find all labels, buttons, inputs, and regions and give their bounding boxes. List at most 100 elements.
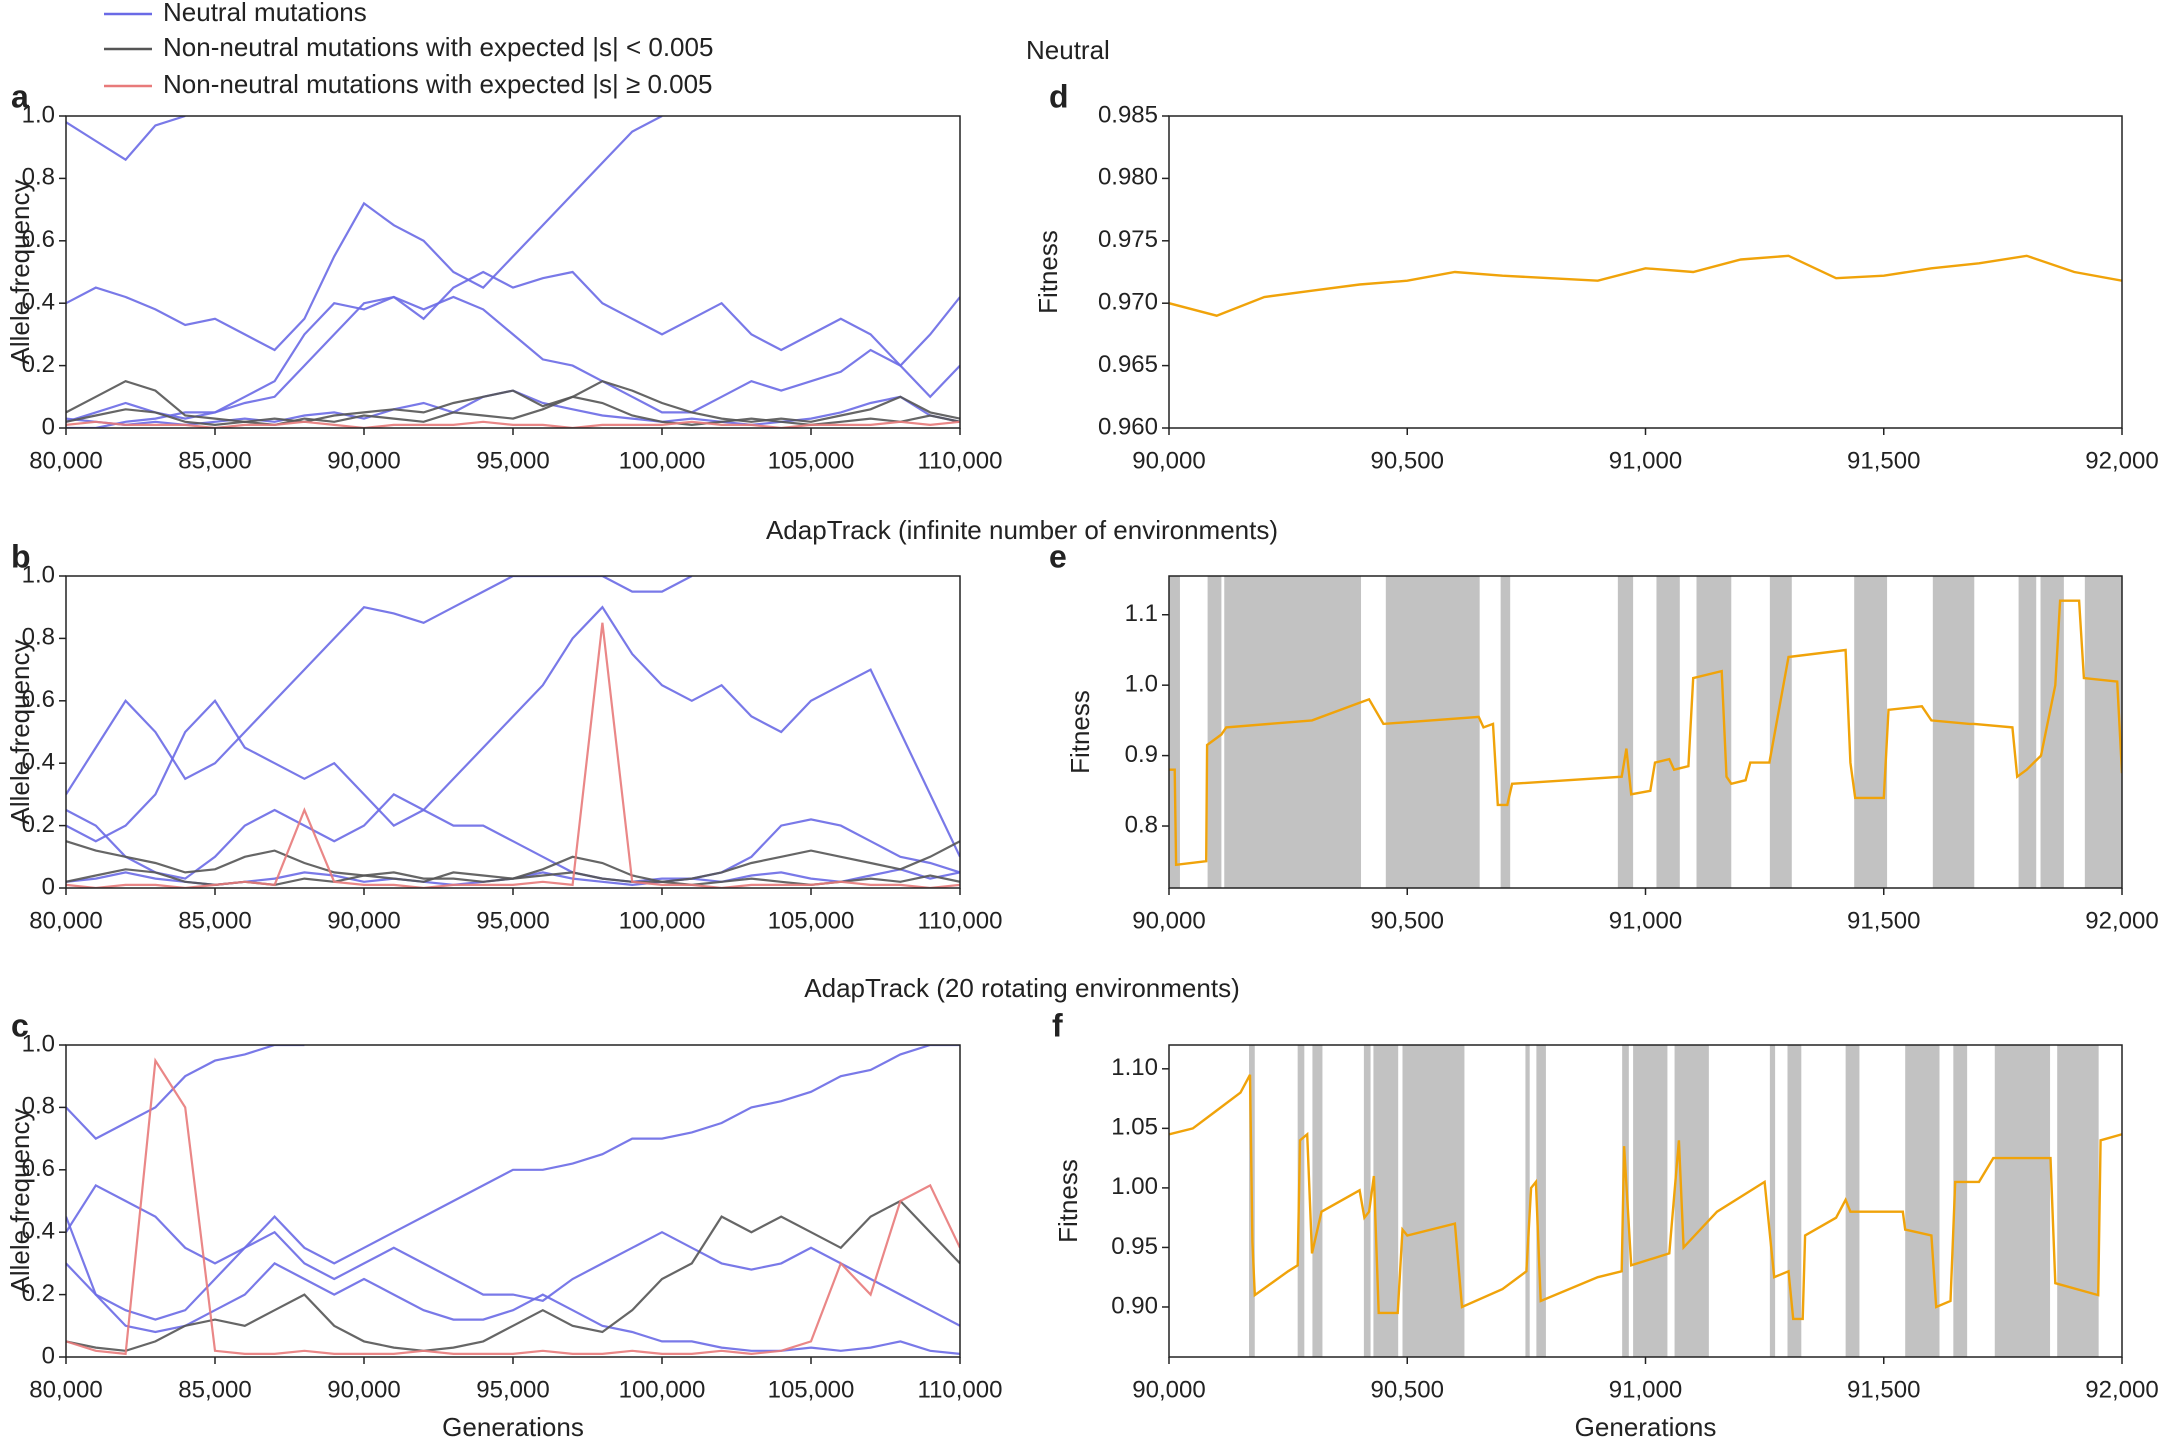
- x-tick-label: 90,500: [1371, 447, 1444, 474]
- x-tick-label: 85,000: [178, 907, 251, 934]
- y-tick-label: 1.10: [1111, 1054, 1158, 1081]
- shaded-region: [1207, 576, 1222, 888]
- trajectory: [66, 1230, 960, 1327]
- x-tick-label: 92,000: [2085, 907, 2158, 934]
- shaded-region: [1402, 1045, 1465, 1357]
- x-tick-label: 90,000: [327, 447, 400, 474]
- y-tick-label: 1.1: [1125, 600, 1158, 627]
- panel-label: e: [1049, 538, 1067, 574]
- x-tick-label: 91,000: [1609, 447, 1682, 474]
- panel-label: c: [11, 1007, 29, 1043]
- x-tick-label: 105,000: [768, 907, 855, 934]
- y-axis-label: Allele frequency: [5, 180, 35, 365]
- shaded-region: [1312, 1045, 1323, 1357]
- x-tick-label: 85,000: [178, 1376, 251, 1403]
- x-tick-label: 92,000: [2085, 1376, 2158, 1403]
- y-tick-label: 0.2: [22, 1280, 55, 1307]
- trajectory: [66, 116, 186, 162]
- shaded-region: [1845, 1045, 1860, 1357]
- x-tick-label: 110,000: [918, 907, 1003, 934]
- panel-label: b: [11, 538, 31, 574]
- trajectory: [66, 622, 960, 888]
- x-tick-label: 80,000: [29, 1376, 102, 1403]
- x-tick-label: 91,500: [1847, 907, 1920, 934]
- x-tick-label: 95,000: [476, 907, 549, 934]
- y-tick-label: 0.985: [1098, 101, 1158, 128]
- panel-label: a: [11, 78, 29, 114]
- panel-title: AdapTrack (infinite number of environmen…: [766, 515, 1278, 545]
- plot-area: [1169, 1045, 2122, 1357]
- y-tick-label: 0.6: [22, 226, 55, 253]
- shaded-region: [1536, 1045, 1546, 1357]
- y-axis-label: Fitness: [1065, 690, 1095, 774]
- x-tick-label: 91,500: [1847, 447, 1920, 474]
- x-tick-label: 91,000: [1609, 907, 1682, 934]
- shaded-region: [1769, 1045, 1776, 1357]
- shaded-region: [1224, 576, 1362, 888]
- trajectory: [66, 270, 960, 423]
- y-tick-label: 1.05: [1111, 1114, 1158, 1141]
- y-tick-label: 0.6: [22, 1155, 55, 1182]
- trajectory: [66, 1045, 960, 1265]
- trajectory: [66, 380, 960, 423]
- plot-area: [1169, 254, 2122, 317]
- trajectory: [66, 420, 960, 428]
- y-tick-label: 0: [42, 413, 55, 440]
- fitness-line: [1169, 1074, 2122, 1321]
- x-tick-label: 85,000: [178, 447, 251, 474]
- x-tick-label: 90,500: [1371, 907, 1444, 934]
- shaded-region: [1953, 1045, 1968, 1357]
- x-axis-label: Generations: [1575, 1412, 1717, 1442]
- fitness-line: [1169, 599, 2122, 867]
- y-axis-label: Fitness: [1033, 230, 1063, 314]
- plot-area: [66, 1045, 960, 1356]
- x-tick-label: 90,000: [327, 907, 400, 934]
- plot-area: [1169, 576, 2122, 888]
- y-tick-label: 0.6: [22, 686, 55, 713]
- shaded-region: [1696, 576, 1732, 888]
- legend-label: Non-neutral mutations with expected |s| …: [163, 69, 713, 99]
- trajectory: [66, 576, 693, 795]
- shaded-region: [2057, 1045, 2099, 1357]
- y-tick-label: 0: [42, 1342, 55, 1369]
- y-tick-label: 0.980: [1098, 164, 1158, 191]
- plot-frame: [65, 115, 961, 429]
- x-tick-label: 90,000: [327, 1376, 400, 1403]
- panel-label: d: [1049, 78, 1069, 114]
- x-tick-label: 91,000: [1609, 1376, 1682, 1403]
- shaded-region: [2018, 576, 2037, 888]
- plot-area: [66, 576, 960, 888]
- shaded-region: [1854, 576, 1888, 888]
- x-axis-label: Generations: [442, 1412, 584, 1442]
- y-tick-label: 0.8: [22, 624, 55, 651]
- y-tick-label: 0.4: [22, 749, 55, 776]
- x-tick-label: 91,500: [1847, 1376, 1920, 1403]
- y-tick-label: 1.0: [22, 1030, 55, 1057]
- trajectory: [66, 605, 960, 858]
- shaded-region: [1932, 576, 1975, 888]
- x-tick-label: 105,000: [768, 447, 855, 474]
- x-tick-label: 95,000: [476, 447, 549, 474]
- shaded-region: [2084, 576, 2122, 888]
- plot-frame: [1168, 115, 2123, 429]
- shaded-region: [1633, 1045, 1668, 1357]
- panel-label: f: [1052, 1007, 1063, 1043]
- legend-label: Non-neutral mutations with expected |s| …: [163, 32, 713, 62]
- y-tick-label: 0.90: [1111, 1292, 1158, 1319]
- trajectory: [66, 116, 663, 352]
- x-tick-label: 90,000: [1132, 447, 1205, 474]
- x-tick-label: 100,000: [619, 447, 706, 474]
- y-axis-label: Allele frequency: [5, 1109, 35, 1294]
- y-tick-label: 1.0: [1125, 671, 1158, 698]
- shaded-region: [1373, 1045, 1399, 1357]
- y-tick-label: 0.960: [1098, 413, 1158, 440]
- legend-label: Neutral mutations: [163, 0, 367, 27]
- shaded-region: [1617, 576, 1634, 888]
- fitness-line: [1169, 254, 2122, 317]
- y-tick-label: 0.2: [22, 351, 55, 378]
- x-tick-label: 110,000: [918, 1376, 1003, 1403]
- x-tick-label: 90,000: [1132, 907, 1205, 934]
- shaded-region: [1622, 1045, 1629, 1357]
- shaded-region: [1994, 1045, 2051, 1357]
